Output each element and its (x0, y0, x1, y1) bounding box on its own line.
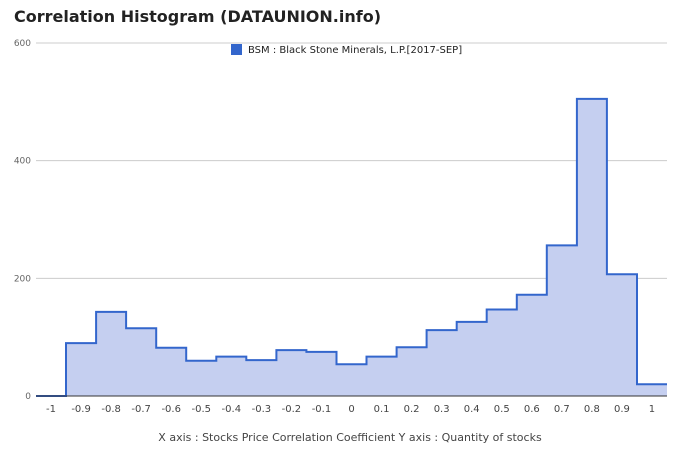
x-tick-label: -0.9 (71, 404, 91, 415)
y-tick-label: 600 (14, 39, 31, 49)
x-tick-label: 0 (348, 404, 354, 415)
histogram-bar[interactable] (457, 322, 487, 396)
x-tick-label: 1 (649, 404, 655, 415)
histogram-bar[interactable] (577, 99, 607, 396)
grid-lines (36, 42, 667, 279)
histogram-bar[interactable] (397, 347, 427, 396)
histogram-bar[interactable] (66, 343, 96, 396)
histogram-bar[interactable] (517, 295, 547, 396)
histogram-bar[interactable] (547, 245, 577, 396)
x-tick-label: -0.8 (101, 404, 121, 415)
histogram-bar[interactable] (96, 312, 126, 396)
histogram-bar[interactable] (427, 330, 457, 396)
histogram-bar[interactable] (607, 274, 637, 396)
x-tick-label: -0.7 (131, 404, 151, 415)
histogram-bar[interactable] (216, 357, 246, 396)
x-tick-label: -0.5 (192, 404, 212, 415)
chart-title: Correlation Histogram (DATAUNION.info) (14, 7, 381, 26)
histogram-bar[interactable] (637, 384, 667, 396)
legend[interactable]: BSM : Black Stone Minerals, L.P.[2017-SE… (231, 44, 462, 56)
x-tick-label: -0.4 (222, 404, 242, 415)
legend-swatch (231, 44, 242, 55)
legend-label: BSM : Black Stone Minerals, L.P.[2017-SE… (248, 45, 462, 56)
histogram-bar[interactable] (126, 328, 156, 396)
x-tick-label: 0.6 (524, 404, 540, 415)
histogram-bar[interactable] (156, 348, 186, 396)
histogram-area (36, 97, 667, 397)
histogram-bar[interactable] (487, 310, 517, 396)
histogram-bar[interactable] (367, 357, 397, 396)
y-tick-label: 200 (14, 274, 31, 284)
y-tick-label: 400 (14, 157, 31, 167)
histogram-bar[interactable] (246, 360, 276, 396)
x-axis-ticks: -1 -0.9 -0.8 -0.7 -0.6 -0.5 -0.4 -0.3 -0.2 -0.1 0 0… (46, 404, 655, 415)
x-tick-label: 0.2 (404, 404, 420, 415)
x-tick-label: 0.9 (614, 404, 630, 415)
x-tick-label: -1 (46, 404, 56, 415)
histogram-bar[interactable] (276, 350, 306, 396)
histogram-outline (36, 97, 667, 397)
histogram-bar[interactable] (336, 364, 366, 396)
x-tick-label: 0.3 (434, 404, 450, 415)
histogram-bar[interactable] (306, 352, 336, 396)
x-axis-label: X axis : Stocks Price Correlation Coeffi… (158, 431, 542, 444)
histogram-bar[interactable] (186, 361, 216, 396)
y-axis-ticks: 0 200 400 600 (14, 39, 31, 402)
x-tick-label: -0.1 (312, 404, 332, 415)
x-tick-label: 0.5 (494, 404, 510, 415)
y-tick-label: 0 (25, 392, 31, 402)
x-tick-label: -0.2 (282, 404, 302, 415)
x-tick-label: -0.6 (161, 404, 181, 415)
x-tick-label: 0.1 (374, 404, 390, 415)
x-tick-label: 0.4 (464, 404, 480, 415)
x-tick-label: 0.8 (584, 404, 600, 415)
x-tick-label: -0.3 (252, 404, 272, 415)
histogram-fill (36, 98, 667, 397)
x-tick-label: 0.7 (554, 404, 570, 415)
